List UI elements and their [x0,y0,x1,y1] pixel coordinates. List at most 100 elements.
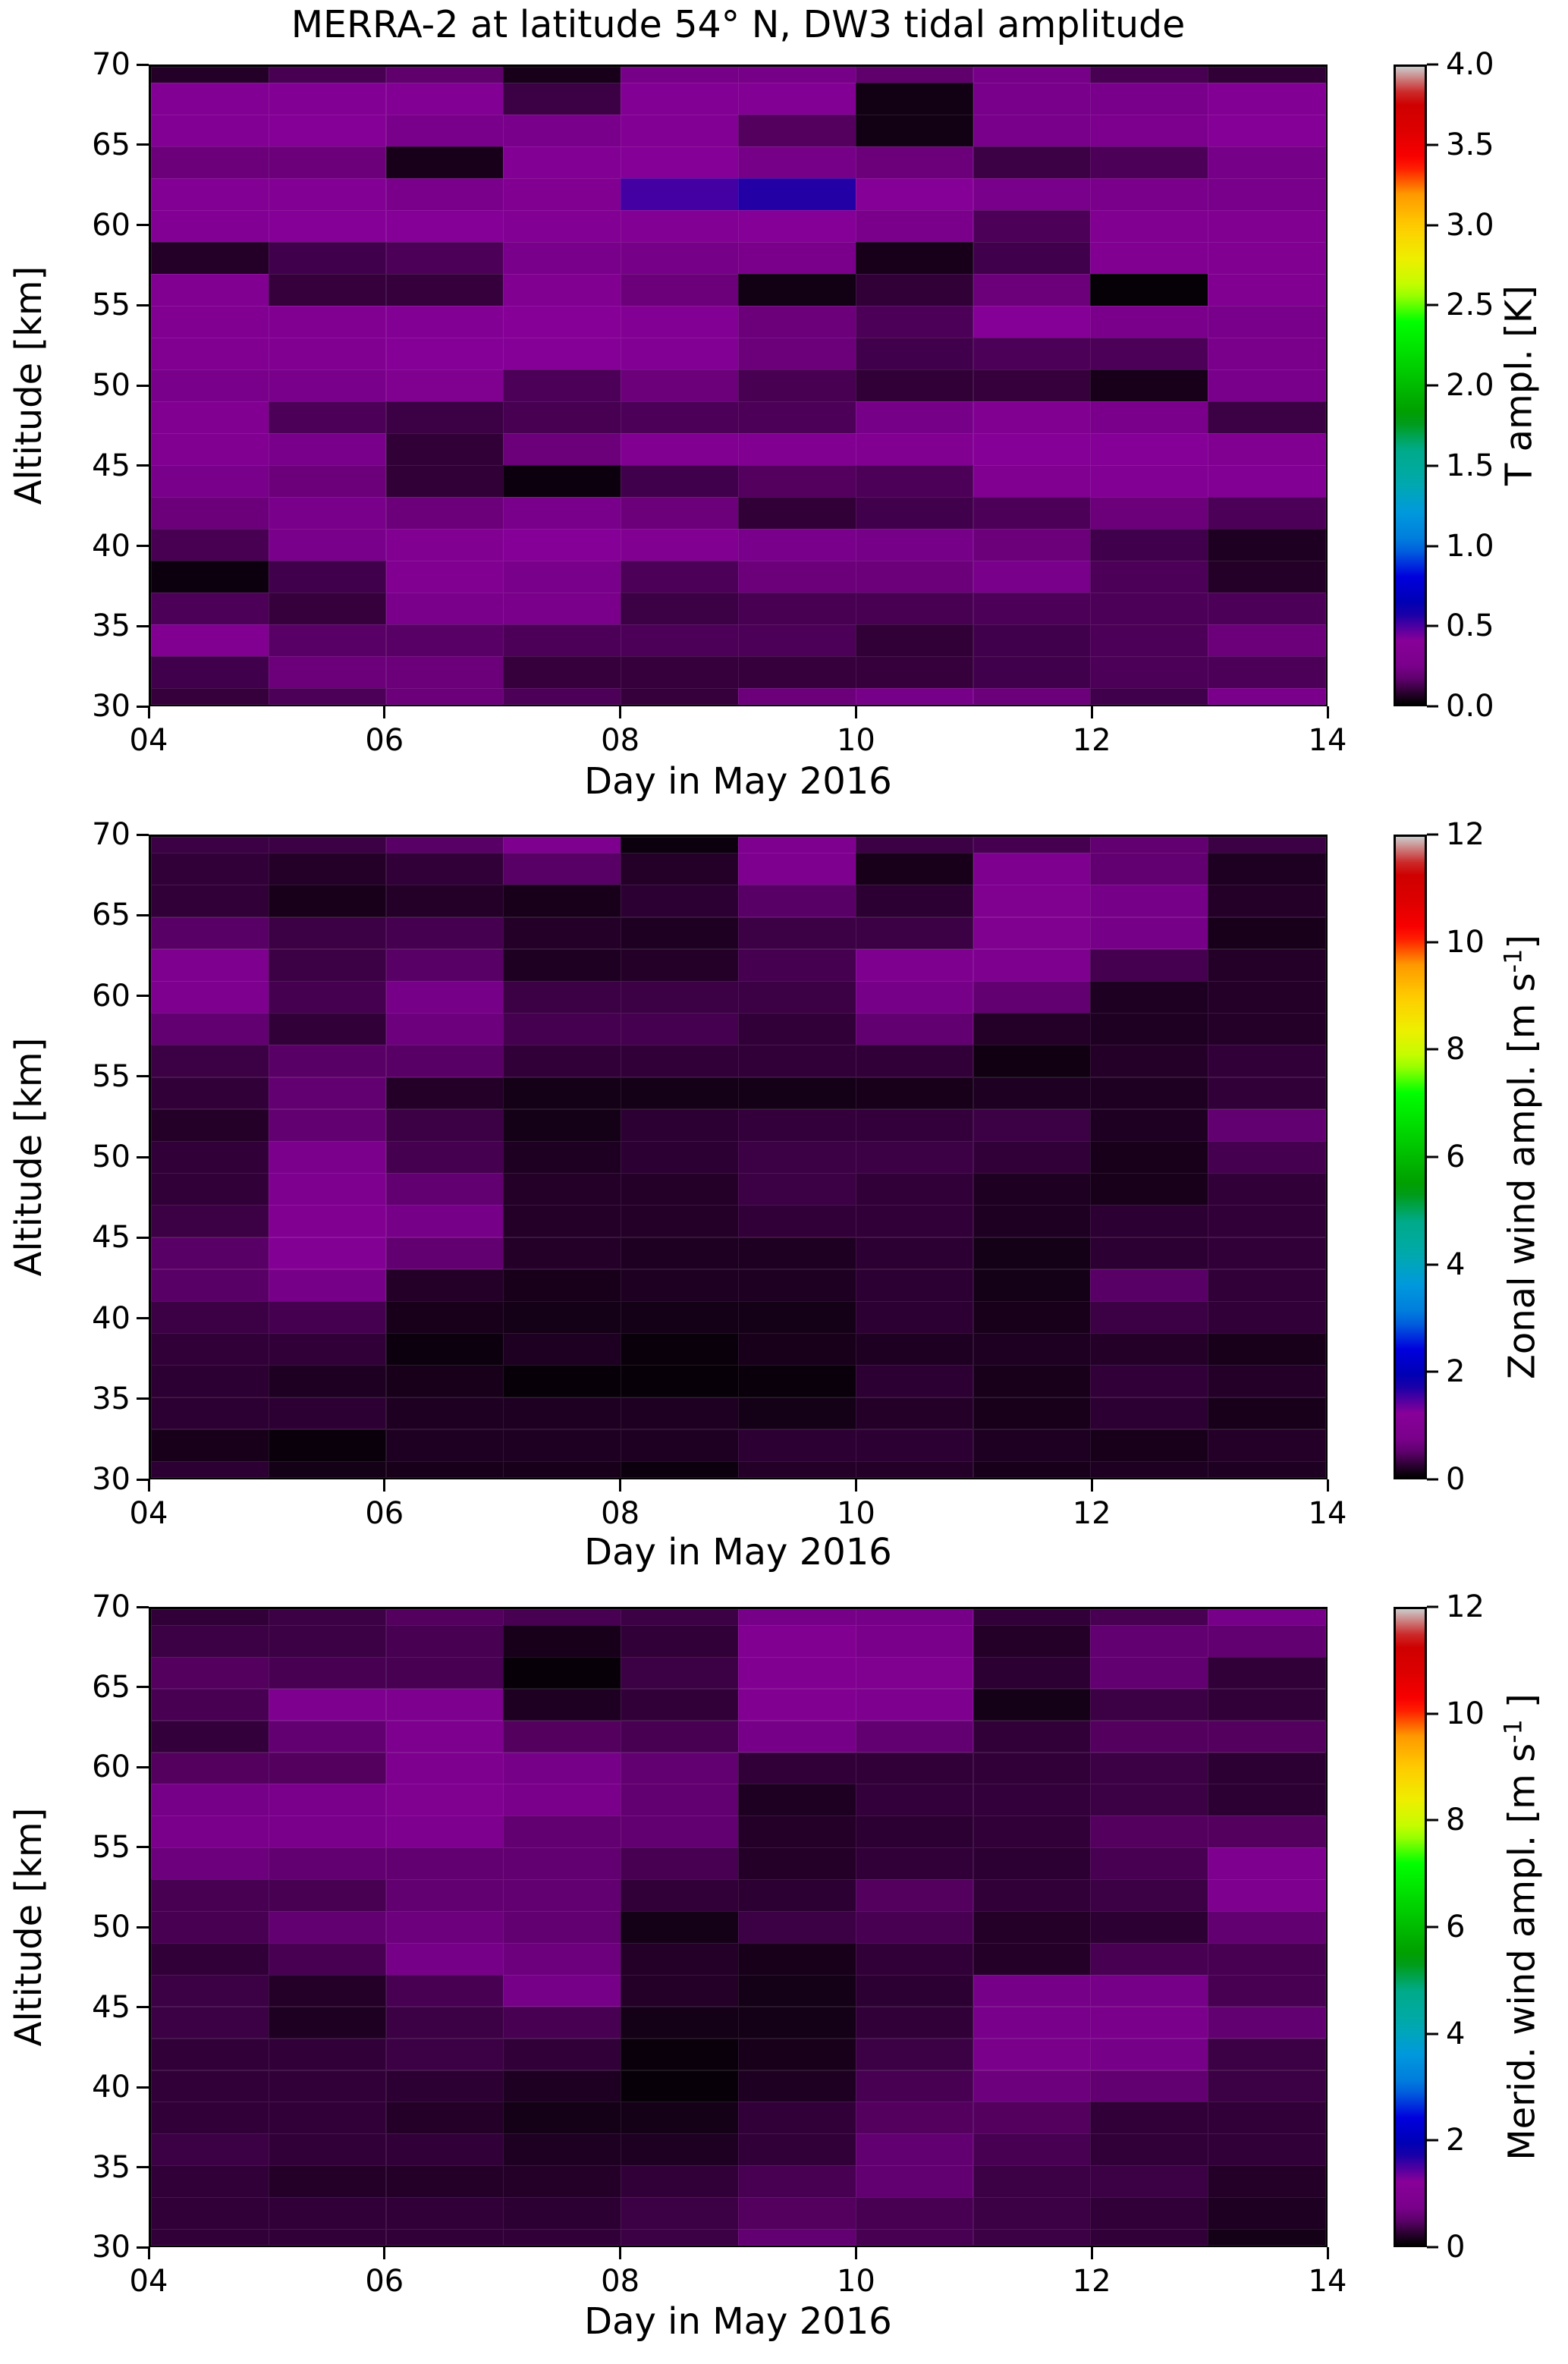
heatmap-cell [503,948,621,982]
heatmap-cell [268,146,387,179]
heatmap-cell [973,1624,1092,1658]
heatmap-cell [855,1045,974,1078]
heatmap-cell [738,1784,856,1816]
heatmap-cell [1090,688,1208,705]
x-tick [383,706,386,718]
heatmap-cell [503,2197,621,2230]
heatmap-cell [738,1045,856,1078]
heatmap-cell [855,433,974,466]
heatmap-cell [621,1942,739,1976]
heatmap-cell [151,2197,269,2230]
heatmap-cell [855,497,974,530]
heatmap-cell [1208,561,1326,593]
y-tick [137,63,149,66]
heatmap-cell [151,306,269,338]
y-axis-label: Altitude [km] [8,266,50,505]
heatmap-cell [268,1300,387,1334]
heatmap-cell [268,1045,387,1078]
heatmap-cell [855,274,974,307]
colorbar-tick-label: 2.0 [1446,368,1494,403]
heatmap-cell [973,593,1092,625]
heatmap-cell [973,1815,1092,1848]
heatmap-cell [1208,242,1326,275]
colorbar-zonal-wind [1394,835,1427,1479]
heatmap-cell [621,242,739,275]
heatmap-cell [268,1077,387,1110]
colorbar-tick [1427,545,1438,547]
heatmap-cell [268,210,387,243]
heatmap-cell [973,1077,1092,1110]
y-tick-label: 65 [92,898,130,933]
y-tick [137,1846,149,1848]
colorbar-tick [1427,2139,1438,2142]
heatmap-cell [855,1429,974,1462]
heatmap-cell [1208,688,1326,705]
heatmap-cell [268,916,387,950]
heatmap-cell [385,1815,504,1848]
heatmap-cell [1208,1397,1326,1430]
heatmap-cell [621,1815,739,1848]
heatmap-cell [738,497,856,530]
colorbar-tick [1427,63,1438,66]
heatmap-cell [1208,1720,1326,1753]
heatmap-cell [151,242,269,275]
heatmap-cell [973,83,1092,115]
heatmap-cell [1090,497,1208,530]
heatmap-cell [1208,1077,1326,1110]
heatmap-cell [151,2070,269,2103]
colorbar-tick [1427,1478,1438,1481]
heatmap-cell [503,178,621,211]
heatmap-cell [1208,593,1326,625]
heatmap-cell [855,369,974,402]
colorbar-meridional-wind [1394,1607,1427,2247]
heatmap-cell [151,1942,269,1976]
heatmap-cell [268,1365,387,1398]
heatmap-cell [1208,1752,1326,1785]
heatmap-cell [1090,1784,1208,1816]
heatmap-cell [1208,948,1326,982]
heatmap-cell [268,853,387,885]
heatmap-cell [1090,2165,1208,2198]
heatmap-cell [268,242,387,275]
heatmap-cell [855,2229,974,2246]
y-tick [137,224,149,226]
heatmap-cell [268,1815,387,1848]
heatmap-cell [385,465,504,498]
heatmap-cell [973,980,1092,1014]
heatmap-cell [1090,1847,1208,1880]
heatmap-cell [621,2197,739,2230]
heatmap-cell [738,1397,856,1430]
heatmap-cell [151,1656,269,1690]
heatmap-cell [1090,837,1208,853]
x-tick-label: 14 [1308,1496,1347,1531]
heatmap-cell [151,1974,269,2007]
y-tick-label: 60 [92,207,130,243]
heatmap-cell [385,2070,504,2103]
heatmap-cell [973,656,1092,689]
heatmap-cell [738,624,856,657]
heatmap-cell [973,1656,1092,1690]
heatmap-cell [1208,1815,1326,1848]
heatmap-cell [503,1429,621,1462]
heatmap-cell [738,688,856,705]
heatmap-cell [621,369,739,402]
heatmap-cell [621,2006,739,2039]
heatmap-cell [1090,624,1208,657]
heatmap-cell [268,67,387,83]
heatmap-cell [855,853,974,885]
colorbar-tick-label: 12 [1446,1589,1485,1624]
heatmap-cell [738,1752,856,1785]
colorbar-tick-label: 4 [1446,2016,1466,2051]
heatmap-cell [151,2006,269,2039]
heatmap-cell [738,1974,856,2007]
heatmap-cell [385,1140,504,1174]
heatmap-cell [973,146,1092,179]
x-tick-label: 10 [836,1496,875,1531]
heatmap-cell [385,146,504,179]
heatmap-cell [855,1205,974,1238]
heatmap-cell [268,2006,387,2039]
heatmap-cell [1208,115,1326,147]
colorbar-tick-label: 3.5 [1446,127,1494,162]
heatmap-cell [1208,2229,1326,2246]
heatmap-cell [738,529,856,561]
